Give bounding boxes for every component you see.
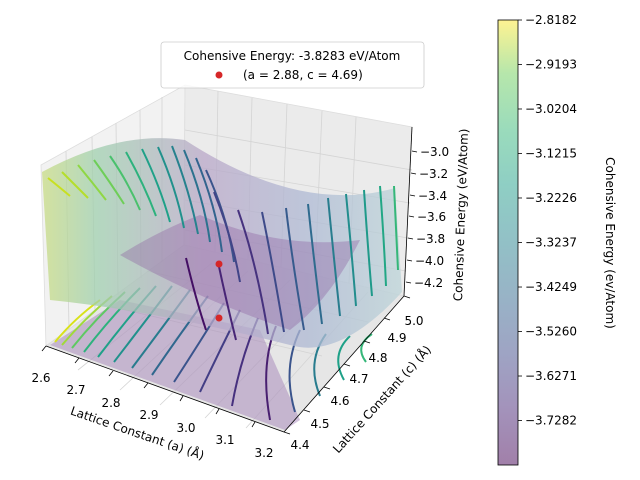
- z-tick-label: −4.0: [415, 254, 444, 268]
- z-tick-label: −3.4: [418, 189, 447, 203]
- x-tick-label: 2.9: [139, 408, 158, 422]
- y-tick-label: 4.8: [368, 351, 387, 365]
- surface-contour-2: [61, 171, 89, 199]
- y-tick-label: 4.5: [310, 417, 329, 431]
- floor-contour-15: [337, 335, 351, 381]
- legend-marker: [215, 71, 223, 79]
- y-tick-label: 5.0: [404, 314, 423, 328]
- z-axis-label: Cohensive Energy (eV/Atom): [451, 128, 471, 301]
- minimum-marker-surface: [215, 260, 223, 268]
- y-axis-ticks: 4.4 4.5 4.6 4.7 4.8 4.9 5.0: [283, 295, 424, 452]
- x-axis-line: [45, 345, 285, 433]
- surface-contour-5: [109, 155, 141, 211]
- surface-contour-11: [195, 157, 223, 253]
- z-tick-label: −3.0: [420, 145, 449, 159]
- colorbar: −2.8182 −2.9193 −3.0204 −3.1215 −3.2226 −3.32…: [497, 13, 617, 466]
- colorbar-tick-label: −3.7282: [525, 414, 577, 428]
- z-axis-ticks: −4.2 −4.0 −3.8 −3.6 −3.4 −3.2 −3.0: [405, 145, 449, 290]
- surface-contour-4: [93, 159, 125, 205]
- colorbar-ticks: −2.8182 −2.9193 −3.0204 −3.1215 −3.2226 −3.32…: [518, 13, 577, 428]
- surface-contour-23: [379, 185, 387, 287]
- surface-contours: [47, 145, 399, 341]
- surface-contour-8: [157, 146, 185, 229]
- colorbar-tick-label: −3.0204: [525, 102, 577, 116]
- surface-contour-10: [183, 149, 211, 243]
- y-tick-label: 4.6: [330, 394, 349, 408]
- surface-contour-9: [171, 145, 199, 235]
- colorbar-label: Cohensive Energy (ev/Atom): [603, 157, 617, 329]
- surface-contour-17: [261, 211, 285, 333]
- x-tick-label: 2.7: [66, 383, 85, 397]
- z-tick-label: −3.8: [416, 232, 445, 246]
- surface-contour-18: [285, 207, 305, 331]
- surface-contour-19: [307, 203, 323, 325]
- colorbar-tick-label: −2.9193: [525, 57, 577, 71]
- x-axis-ticks: 2.6 2.7 2.8 2.9 3.0 3.1 3.2: [31, 345, 274, 460]
- colorbar-tick-label: −3.6271: [525, 369, 577, 383]
- y-tick-label: 4.9: [387, 331, 406, 345]
- surface-contour-7: [141, 148, 171, 223]
- floor-projection: [50, 300, 300, 430]
- floor-contour-16: [360, 333, 373, 363]
- x-tick-label: 3.2: [254, 446, 273, 460]
- colorbar-tick-label: −3.3237: [525, 235, 577, 249]
- z-tick-label: −4.2: [414, 276, 443, 290]
- legend-title: Cohensive Energy: -3.8283 eV/Atom: [184, 49, 401, 63]
- colorbar-tick-label: −3.1215: [525, 146, 577, 160]
- colorbar-tick-label: −3.2226: [525, 191, 577, 205]
- z-tick-label: −3.6: [417, 210, 446, 224]
- surface-contour-1: [47, 177, 71, 197]
- surface-contour-3: [77, 164, 107, 201]
- surface-contour-13: [213, 191, 241, 283]
- legend: Cohensive Energy: -3.8283 eV/Atom (a = 2…: [160, 41, 425, 89]
- surface-contour-24: [393, 185, 399, 271]
- surface-contour-6: [125, 151, 157, 217]
- surface-contour-20: [327, 197, 341, 317]
- x-tick-label: 3.0: [176, 421, 195, 435]
- z-tick-label: −3.2: [419, 167, 448, 181]
- legend-entry-label: (a = 2.88, c = 4.69): [243, 68, 363, 82]
- y-tick-label: 4.7: [349, 372, 368, 386]
- colorbar-tick-label: −2.8182: [525, 13, 577, 27]
- minimum-marker-floor: [215, 314, 223, 322]
- z-axis-line: [403, 126, 413, 297]
- colorbar-tick-label: −3.5260: [525, 325, 577, 339]
- legend-box: [160, 41, 425, 89]
- y-tick-label: 4.4: [290, 438, 309, 452]
- surface-contour-14: [217, 261, 237, 341]
- colorbar-tick-label: −3.4249: [525, 280, 577, 294]
- x-tick-label: 2.6: [31, 371, 50, 385]
- surface-contour-16: [237, 209, 269, 335]
- colorbar-gradient: [498, 20, 518, 465]
- surface-contour-22: [363, 189, 373, 297]
- surface-contour-15: [185, 257, 207, 331]
- energy-surface: [42, 138, 402, 348]
- surface-contour-21: [345, 193, 357, 307]
- x-tick-label: 2.8: [101, 396, 120, 410]
- x-tick-label: 3.1: [215, 433, 234, 447]
